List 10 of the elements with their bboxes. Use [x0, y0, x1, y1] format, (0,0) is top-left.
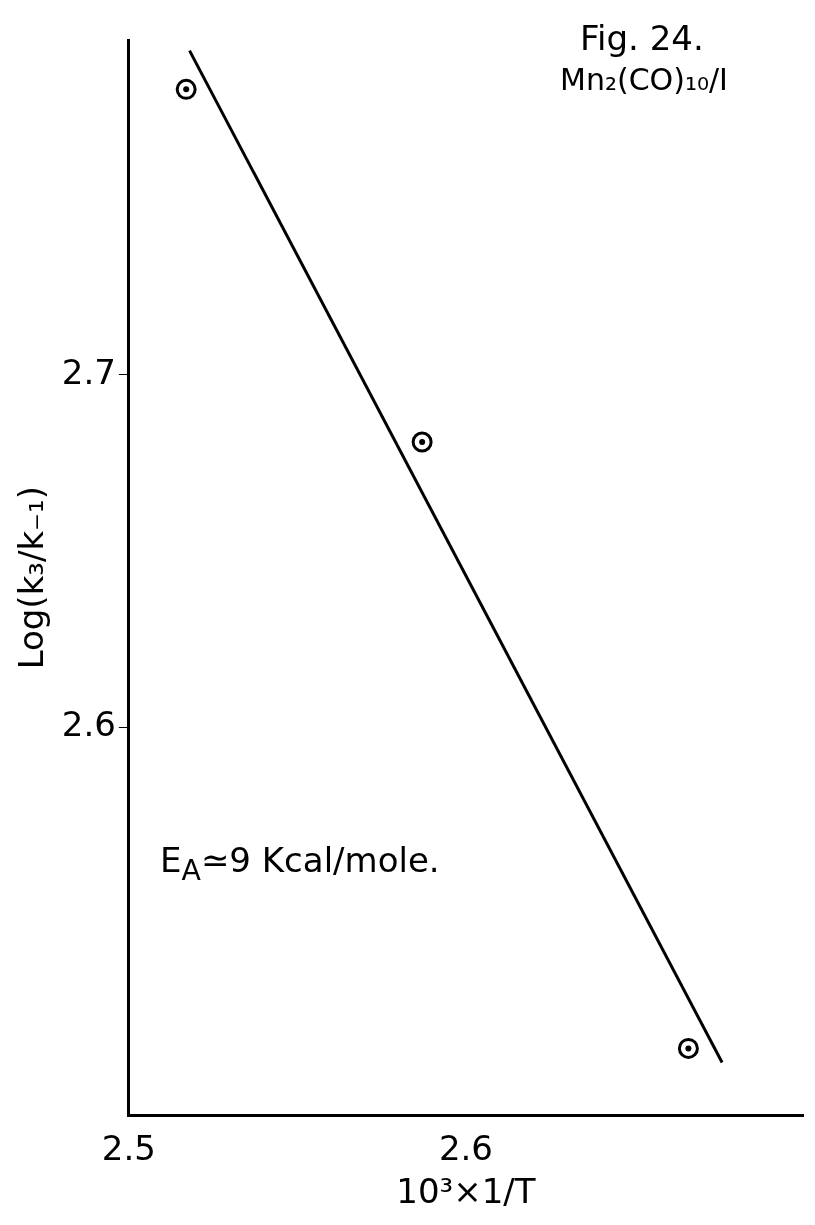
annotation: E$_{A}$≃9 Kcal/mole. [160, 840, 440, 887]
point [411, 431, 433, 453]
point [677, 1037, 699, 1059]
chart-title: Fig. 24. [580, 18, 704, 58]
text: Mn₂(CO)₁₀/I [560, 62, 728, 97]
x-tick-label: 2.5 [101, 1127, 156, 1168]
y-axis-title: Log(k₃/k₋₁) [11, 486, 52, 670]
point [175, 78, 197, 100]
y-tick-label: 2.7 [61, 351, 116, 392]
x-axis-title: 10³×1/T [396, 1171, 536, 1212]
